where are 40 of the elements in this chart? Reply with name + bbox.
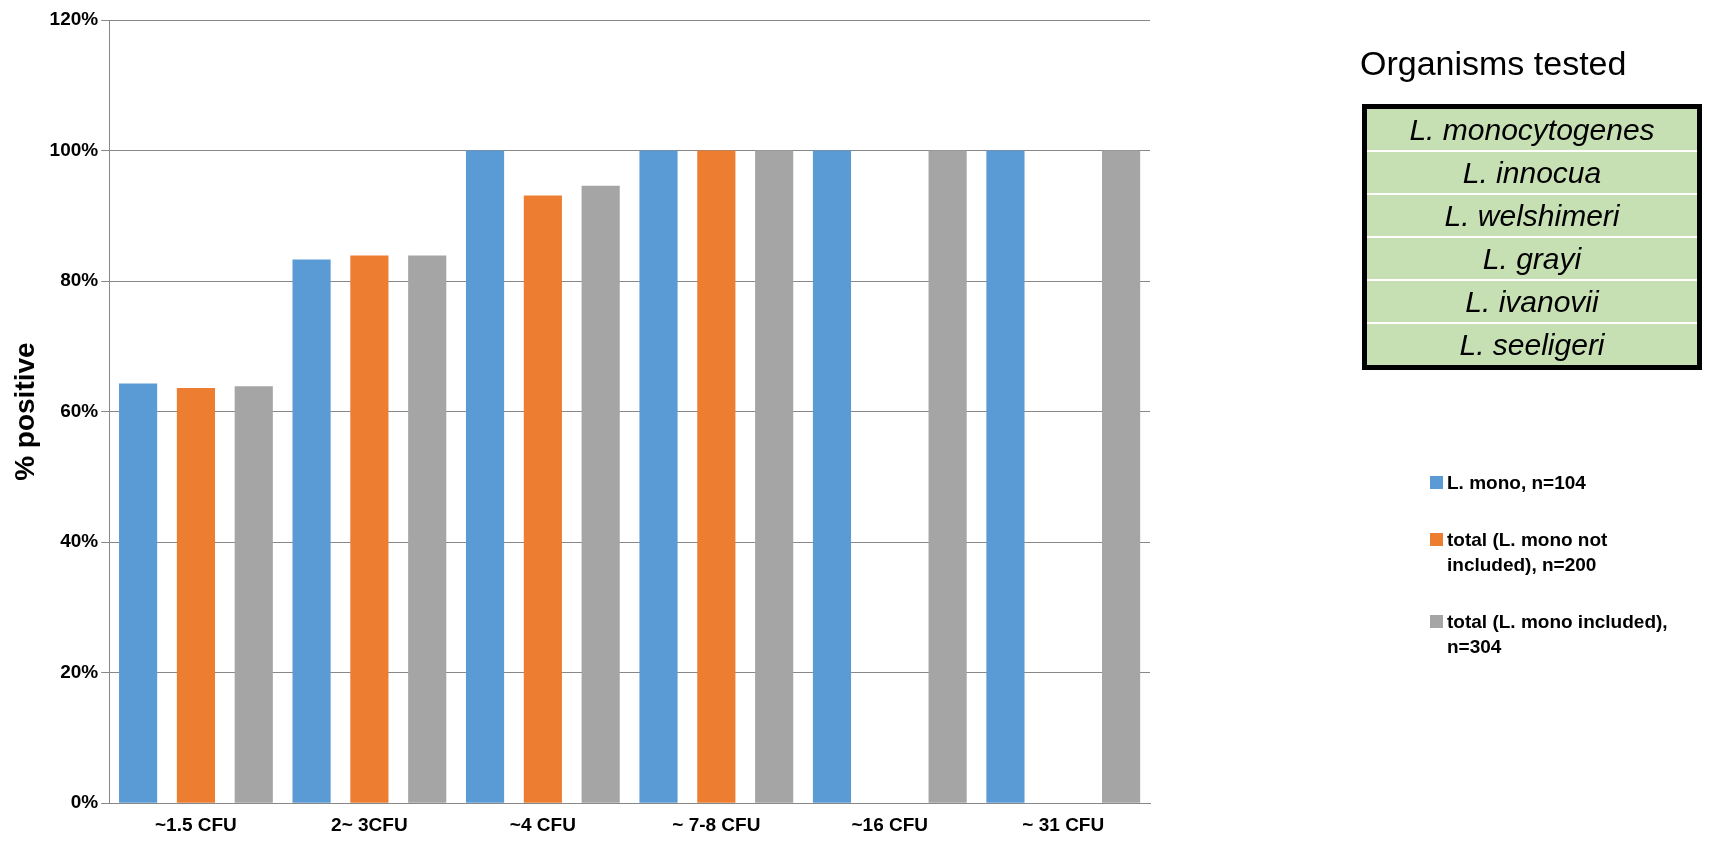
bar (639, 150, 678, 803)
bar (465, 150, 505, 803)
bar (523, 195, 562, 803)
legend-label: total (L. mono included), n=304 (1447, 610, 1669, 659)
y-tick-label: 120% (49, 8, 99, 30)
text: L. grayi (1367, 236, 1697, 279)
bar (581, 185, 620, 803)
text: L. monocytogenes (1408, 112, 1656, 148)
y-tick-label: 60% (60, 399, 99, 421)
y-axis-title: % positive (8, 342, 40, 481)
bar (408, 255, 447, 803)
legend-label: total (L. mono not included), n=200 (1447, 528, 1609, 577)
bar (755, 150, 794, 803)
x-tick-label: ~ 7-8 CFU (672, 813, 761, 835)
bar (986, 150, 1025, 803)
bar (234, 386, 273, 803)
text: L. seeligeri (1367, 322, 1697, 365)
y-tick-label: 100% (49, 138, 99, 160)
bar (119, 383, 158, 803)
bar (697, 150, 736, 803)
x-tick-label: ~16 CFU (851, 813, 929, 835)
x-tick-label: ~4 CFU (509, 813, 576, 835)
text: L. welshimeri (1367, 193, 1697, 236)
bar (176, 388, 216, 803)
x-tick-label: ~ 31 CFU (1022, 813, 1105, 835)
y-tick-label: 20% (60, 660, 99, 682)
bar (1102, 150, 1141, 803)
y-tick-label: 80% (60, 269, 99, 291)
bar (350, 255, 389, 803)
text: Organisms tested (1360, 44, 1627, 83)
text: L. innocua (1367, 150, 1697, 193)
legend-label: L. mono, n=104 (1447, 471, 1586, 495)
bar (928, 150, 967, 803)
x-tick-label: ~1.5 CFU (155, 813, 237, 835)
bar (812, 150, 852, 803)
x-tick-label: 2~ 3CFU (331, 813, 408, 835)
y-tick-label: 40% (60, 530, 99, 552)
y-tick-label: 0% (70, 791, 99, 813)
text: L. ivanovii (1367, 279, 1697, 322)
bar (292, 259, 331, 803)
